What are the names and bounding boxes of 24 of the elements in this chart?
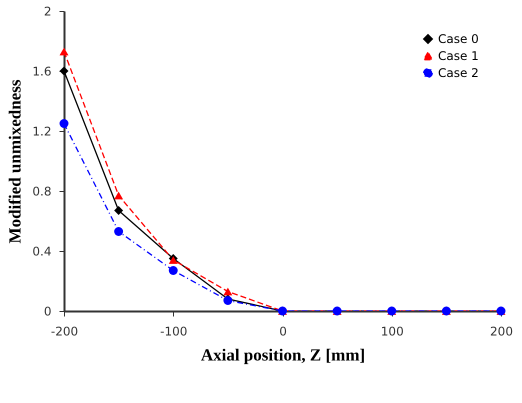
point (60, 48, 68, 56)
x-tick-label: 100 (380, 324, 404, 338)
legend-label: Case 1 (438, 49, 479, 63)
x-tick-label: 0 (279, 324, 287, 338)
y-tick-label: 0.8 (32, 184, 52, 198)
y-tick-label: 2 (44, 4, 52, 18)
point (168, 266, 178, 275)
y-axis-title: Modified unmixedness (5, 79, 24, 244)
x-tick-label: -200 (50, 324, 78, 338)
point (60, 66, 68, 76)
point (114, 192, 124, 200)
point (114, 206, 124, 215)
y-tick-label: 1.6 (32, 64, 52, 78)
y-tick-label: 0 (44, 304, 52, 318)
y-tick-label: 0.4 (32, 244, 52, 258)
point (223, 288, 232, 296)
point (60, 119, 68, 128)
point (114, 227, 124, 236)
x-tick-label: 200 (490, 324, 513, 338)
y-tick-label: 1.2 (32, 124, 52, 138)
x-tick-label: -100 (160, 324, 188, 338)
legend-label: Case 2 (438, 66, 479, 80)
x-axis-title: Axial position, Z [mm] (200, 346, 366, 364)
legend-label: Case 0 (438, 32, 479, 46)
